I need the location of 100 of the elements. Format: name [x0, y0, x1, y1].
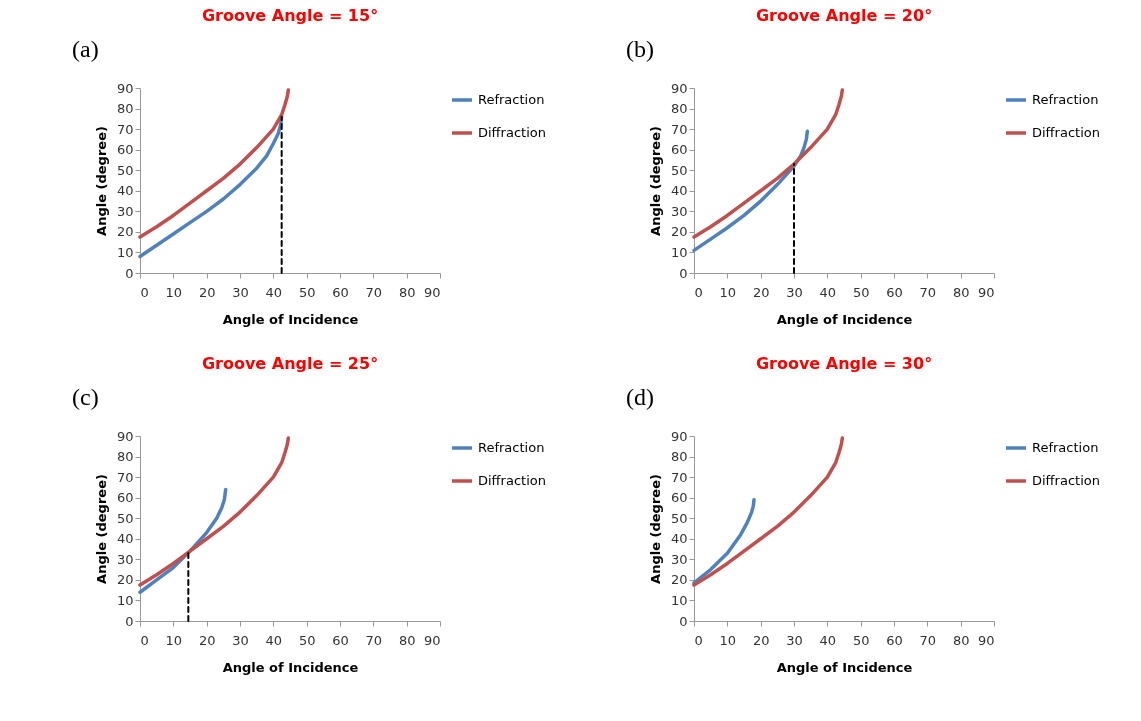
- y-tick-label: 30: [116, 203, 134, 219]
- y-tick-label: 60: [670, 142, 688, 158]
- x-axis-title: Angle of Incidence: [776, 659, 913, 675]
- x-tick-label: 80: [398, 284, 416, 300]
- x-tick-label: 90: [977, 632, 995, 648]
- x-tick-label: 60: [886, 632, 903, 648]
- legend-label: Diffraction: [1032, 473, 1100, 488]
- legend-label: Refraction: [478, 92, 545, 107]
- x-tick-label: 20: [752, 632, 770, 648]
- chart-title: Groove Angle = 15°: [201, 6, 379, 25]
- y-tick-label: 50: [670, 162, 688, 178]
- x-tick-label: 40: [265, 284, 283, 300]
- x-tick-label: 50: [852, 632, 870, 648]
- chart-title: Groove Angle = 20°: [755, 6, 933, 25]
- chart-title: Groove Angle = 25°: [201, 354, 379, 373]
- line-series: [692, 497, 756, 585]
- text: (d): [626, 384, 654, 410]
- line-series: [138, 88, 291, 239]
- y-axis-title: Angle (degree): [647, 474, 663, 584]
- x-tick-label: 80: [952, 632, 970, 648]
- legend-label: Diffraction: [1032, 125, 1100, 140]
- x-tick-label: 10: [719, 284, 737, 300]
- y-tick-label: 90: [116, 80, 134, 96]
- x-tick-label: 80: [952, 284, 970, 300]
- legend-label: Refraction: [1032, 92, 1099, 107]
- y-tick-label: 70: [116, 121, 134, 137]
- x-axis-title: Angle of Incidence: [222, 659, 359, 675]
- line-series: [692, 129, 810, 253]
- x-tick-label: 10: [165, 284, 183, 300]
- x-tick-label: 50: [298, 632, 316, 648]
- x-tick-label: 0: [694, 632, 703, 648]
- text: (b): [626, 36, 654, 62]
- text: (c): [72, 384, 99, 410]
- x-tick-label: 30: [232, 284, 249, 300]
- y-tick-label: 20: [670, 572, 688, 588]
- x-tick-label: 10: [165, 632, 183, 648]
- y-axis-title: Angle (degree): [93, 126, 109, 236]
- line-series: [692, 88, 845, 239]
- y-tick-label: 0: [679, 613, 688, 629]
- x-tick-label: 0: [694, 284, 703, 300]
- y-tick-label: 30: [670, 203, 688, 219]
- x-axis-title: Angle of Incidence: [776, 311, 913, 327]
- x-axis-title: Angle of Incidence: [222, 311, 359, 327]
- x-tick-label: 20: [752, 284, 770, 300]
- x-tick-label: 60: [886, 284, 903, 300]
- legend-label: Refraction: [1032, 440, 1099, 455]
- y-tick-label: 0: [679, 265, 688, 281]
- y-tick-label: 40: [116, 183, 134, 199]
- y-tick-label: 60: [116, 490, 134, 506]
- x-tick-label: 70: [919, 632, 937, 648]
- x-tick-label: 70: [365, 284, 383, 300]
- x-tick-label: 40: [819, 632, 837, 648]
- y-tick-label: 30: [670, 551, 688, 567]
- y-tick-label: 90: [670, 428, 688, 444]
- y-tick-label: 10: [116, 244, 134, 260]
- x-tick-label: 80: [398, 632, 416, 648]
- y-tick-label: 50: [670, 510, 688, 526]
- y-tick-label: 20: [670, 224, 688, 240]
- x-tick-label: 60: [332, 284, 349, 300]
- x-tick-label: 40: [819, 284, 837, 300]
- y-tick-label: 40: [670, 531, 688, 547]
- text: (a): [72, 36, 99, 62]
- x-tick-label: 90: [423, 632, 441, 648]
- x-tick-label: 30: [786, 632, 803, 648]
- legend-label: Diffraction: [478, 125, 546, 140]
- y-tick-label: 10: [670, 592, 688, 608]
- y-tick-label: 0: [125, 265, 134, 281]
- x-tick-label: 0: [140, 632, 149, 648]
- y-tick-label: 60: [670, 490, 688, 506]
- x-tick-label: 10: [719, 632, 737, 648]
- y-tick-label: 80: [116, 449, 134, 465]
- line-series: [692, 436, 845, 587]
- y-tick-label: 70: [116, 469, 134, 485]
- y-tick-label: 90: [670, 80, 688, 96]
- y-tick-label: 20: [116, 572, 134, 588]
- x-tick-label: 50: [298, 284, 316, 300]
- y-tick-label: 40: [116, 531, 134, 547]
- y-tick-label: 10: [670, 244, 688, 260]
- x-tick-label: 30: [232, 632, 249, 648]
- x-tick-label: 60: [332, 632, 349, 648]
- x-tick-label: 40: [265, 632, 283, 648]
- y-tick-label: 70: [670, 469, 688, 485]
- y-tick-label: 0: [125, 613, 134, 629]
- x-tick-label: 30: [786, 284, 803, 300]
- line-series: [138, 436, 291, 587]
- y-tick-label: 90: [116, 428, 134, 444]
- y-axis-title: Angle (degree): [93, 474, 109, 584]
- y-tick-label: 20: [116, 224, 134, 240]
- y-tick-label: 40: [670, 183, 688, 199]
- x-tick-label: 20: [198, 284, 216, 300]
- x-tick-label: 0: [140, 284, 149, 300]
- y-axis-title: Angle (degree): [647, 126, 663, 236]
- y-tick-label: 80: [670, 449, 688, 465]
- y-tick-label: 50: [116, 510, 134, 526]
- x-tick-label: 90: [423, 284, 441, 300]
- y-tick-label: 30: [116, 551, 134, 567]
- y-tick-label: 50: [116, 162, 134, 178]
- x-tick-label: 90: [977, 284, 995, 300]
- x-tick-label: 70: [365, 632, 383, 648]
- y-tick-label: 60: [116, 142, 134, 158]
